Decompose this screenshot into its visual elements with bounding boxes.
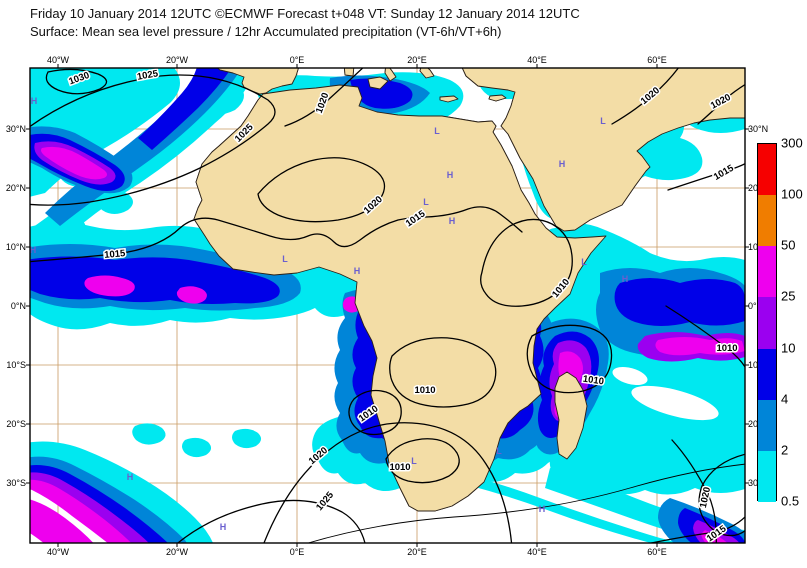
isobar-label: 1010 [414, 385, 435, 396]
lat-label-left: 30°S [6, 478, 26, 488]
pressure-markers: H H H H H H H H H H L L L L L L L [30, 96, 629, 532]
high-marker: H [127, 472, 134, 482]
high-marker: H [539, 504, 546, 514]
axis-ticks [26, 64, 749, 547]
low-marker: L [496, 446, 502, 456]
legend-value: 2 [781, 442, 789, 458]
legend-value: 100 [781, 186, 803, 202]
isobar-label: 1010 [389, 462, 410, 473]
lon-label-top: 20°W [165, 55, 189, 65]
legend-value: 0.5 [781, 493, 800, 509]
lon-label-bottom: 20°W [165, 547, 189, 557]
legend-value: 300 [781, 135, 803, 151]
isobar-label: 1025 [314, 489, 336, 513]
isobar-label: 1010 [716, 343, 737, 354]
weather-map: H H H H H H H H H H L L L L L L L 1030 [26, 64, 749, 547]
legend-value: 4 [781, 391, 789, 407]
high-marker: H [31, 96, 38, 106]
legend-color-segment [758, 246, 776, 298]
low-marker: L [282, 254, 288, 264]
lon-label-top: 60°E [647, 55, 667, 65]
low-marker: L [600, 116, 606, 126]
high-marker: H [449, 216, 456, 226]
legend-color-segment [758, 195, 776, 247]
lat-label-left: 10°S [6, 360, 26, 370]
legend-value: 25 [781, 288, 796, 304]
lon-label-bottom: 0°E [289, 547, 305, 557]
high-marker: H [622, 274, 629, 284]
precip-hole [612, 366, 648, 386]
map-canvas: H H H H H H H H H H L L L L L L L 1030 [26, 64, 749, 547]
legend-color-segment [758, 450, 776, 502]
lon-label-top: 40°W [46, 55, 70, 65]
high-marker: H [220, 522, 227, 532]
precip-hole [631, 385, 719, 421]
lat-label-right: 0° [748, 301, 757, 311]
lat-label-right: 10 [748, 242, 759, 252]
high-marker: H [30, 245, 37, 255]
page-subtitle: Surface: Mean sea level pressure / 12hr … [30, 24, 502, 39]
isobar-label: 1010 [582, 374, 604, 388]
precipitation-legend [757, 143, 777, 502]
lat-label-right: 20 [748, 419, 759, 429]
low-marker: L [411, 456, 417, 466]
isobars [30, 68, 745, 543]
lat-label-right: 30°N [748, 124, 769, 134]
legend-color-segment [758, 399, 776, 451]
lat-label-left: 30°N [5, 124, 26, 134]
lat-label-right: 10 [748, 360, 759, 370]
legend-value: 10 [781, 340, 796, 356]
low-marker: L [581, 257, 587, 267]
high-marker: H [559, 159, 566, 169]
lat-label-right: 20 [748, 183, 759, 193]
lon-label-bottom: 40°W [46, 547, 70, 557]
lon-label-bottom: 60°E [647, 547, 667, 557]
lon-label-bottom: 40°E [527, 547, 547, 557]
lat-label-left: 10°N [5, 242, 26, 252]
lon-label-top: 20°E [407, 55, 427, 65]
isobar-label: 1015 [104, 248, 127, 261]
low-marker: L [423, 197, 429, 207]
lat-label-left: 20°N [5, 183, 26, 193]
low-marker: L [434, 126, 440, 136]
legend-color-segment [758, 348, 776, 400]
lat-label-right: 30 [748, 478, 759, 488]
legend-value: 50 [781, 237, 796, 253]
page-title: Friday 10 January 2014 12UTC ©ECMWF Fore… [30, 6, 580, 21]
legend-color-segment [758, 144, 776, 196]
lon-label-top: 40°E [527, 55, 547, 65]
lon-label-top: 0°E [289, 55, 305, 65]
legend-color-segment [758, 297, 776, 349]
lon-label-bottom: 20°E [407, 547, 427, 557]
high-marker: H [354, 266, 361, 276]
high-marker: H [447, 170, 454, 180]
lat-label-left: 0°N [10, 301, 26, 311]
isobar-label: 1015 [712, 162, 736, 182]
lat-label-left: 20°S [6, 419, 26, 429]
